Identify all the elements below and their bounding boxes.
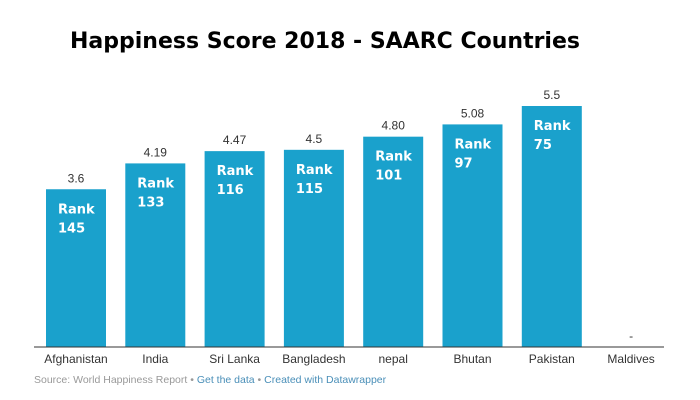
created-with-datawrapper-link[interactable]: Created with Datawrapper	[264, 374, 387, 386]
rank-label: Rank	[217, 164, 254, 179]
chart-footer: Source: World Happiness Report • Get the…	[34, 374, 386, 386]
rank-label: Rank	[455, 137, 492, 152]
footer-separator: •	[190, 374, 194, 386]
bar	[46, 189, 106, 347]
rank-number: 115	[296, 182, 323, 197]
rank-number: 101	[375, 169, 402, 184]
rank-label: Rank	[58, 202, 95, 217]
bar-value-label: 4.47	[223, 133, 247, 147]
x-tick-label: Bangladesh	[282, 352, 345, 366]
x-tick-label: nepal	[379, 352, 408, 366]
bar-value-label: 5.5	[543, 88, 560, 102]
rank-label: Rank	[534, 119, 571, 134]
footer-separator: •	[257, 374, 262, 386]
bar-value-label: 4.19	[144, 145, 168, 159]
rank-number: 145	[58, 221, 85, 236]
bar	[442, 124, 503, 348]
x-tick-label: Pakistan	[529, 352, 575, 366]
bar	[521, 106, 582, 347]
bar	[204, 151, 265, 347]
x-tick-label: Bhutan	[453, 352, 491, 366]
rank-label: Rank	[296, 163, 333, 178]
x-tick-label: Maldives	[607, 352, 654, 366]
get-the-data-link[interactable]: Get the data	[196, 374, 255, 386]
bar	[363, 136, 424, 347]
rank-number: 116	[217, 183, 244, 198]
rank-number: 97	[455, 156, 473, 171]
x-tick-label: Afghanistan	[44, 352, 107, 366]
bar-value-label: 4.5	[306, 132, 323, 146]
bars-group: 3.6 Afghanistan Rank 145 4.19 India Rank 133 4.4…	[44, 88, 654, 366]
chart-title: Happiness Score 2018 - SAARC Countries	[70, 29, 580, 54]
rank-label: Rank	[137, 176, 174, 191]
rank-number: 75	[534, 138, 552, 153]
bar-value-label: 5.08	[461, 106, 485, 120]
bar	[125, 163, 186, 347]
bar	[283, 149, 344, 347]
x-tick-label: Sri Lanka	[209, 352, 260, 366]
source-note: Source: World Happiness Report	[34, 374, 188, 386]
bar-value-label: 3.6	[68, 171, 85, 185]
rank-number: 133	[137, 195, 164, 210]
x-tick-label: India	[142, 352, 168, 366]
bar-value-label: 4.80	[382, 119, 406, 133]
rank-label: Rank	[375, 150, 412, 165]
bar-value-label: -	[629, 329, 633, 343]
